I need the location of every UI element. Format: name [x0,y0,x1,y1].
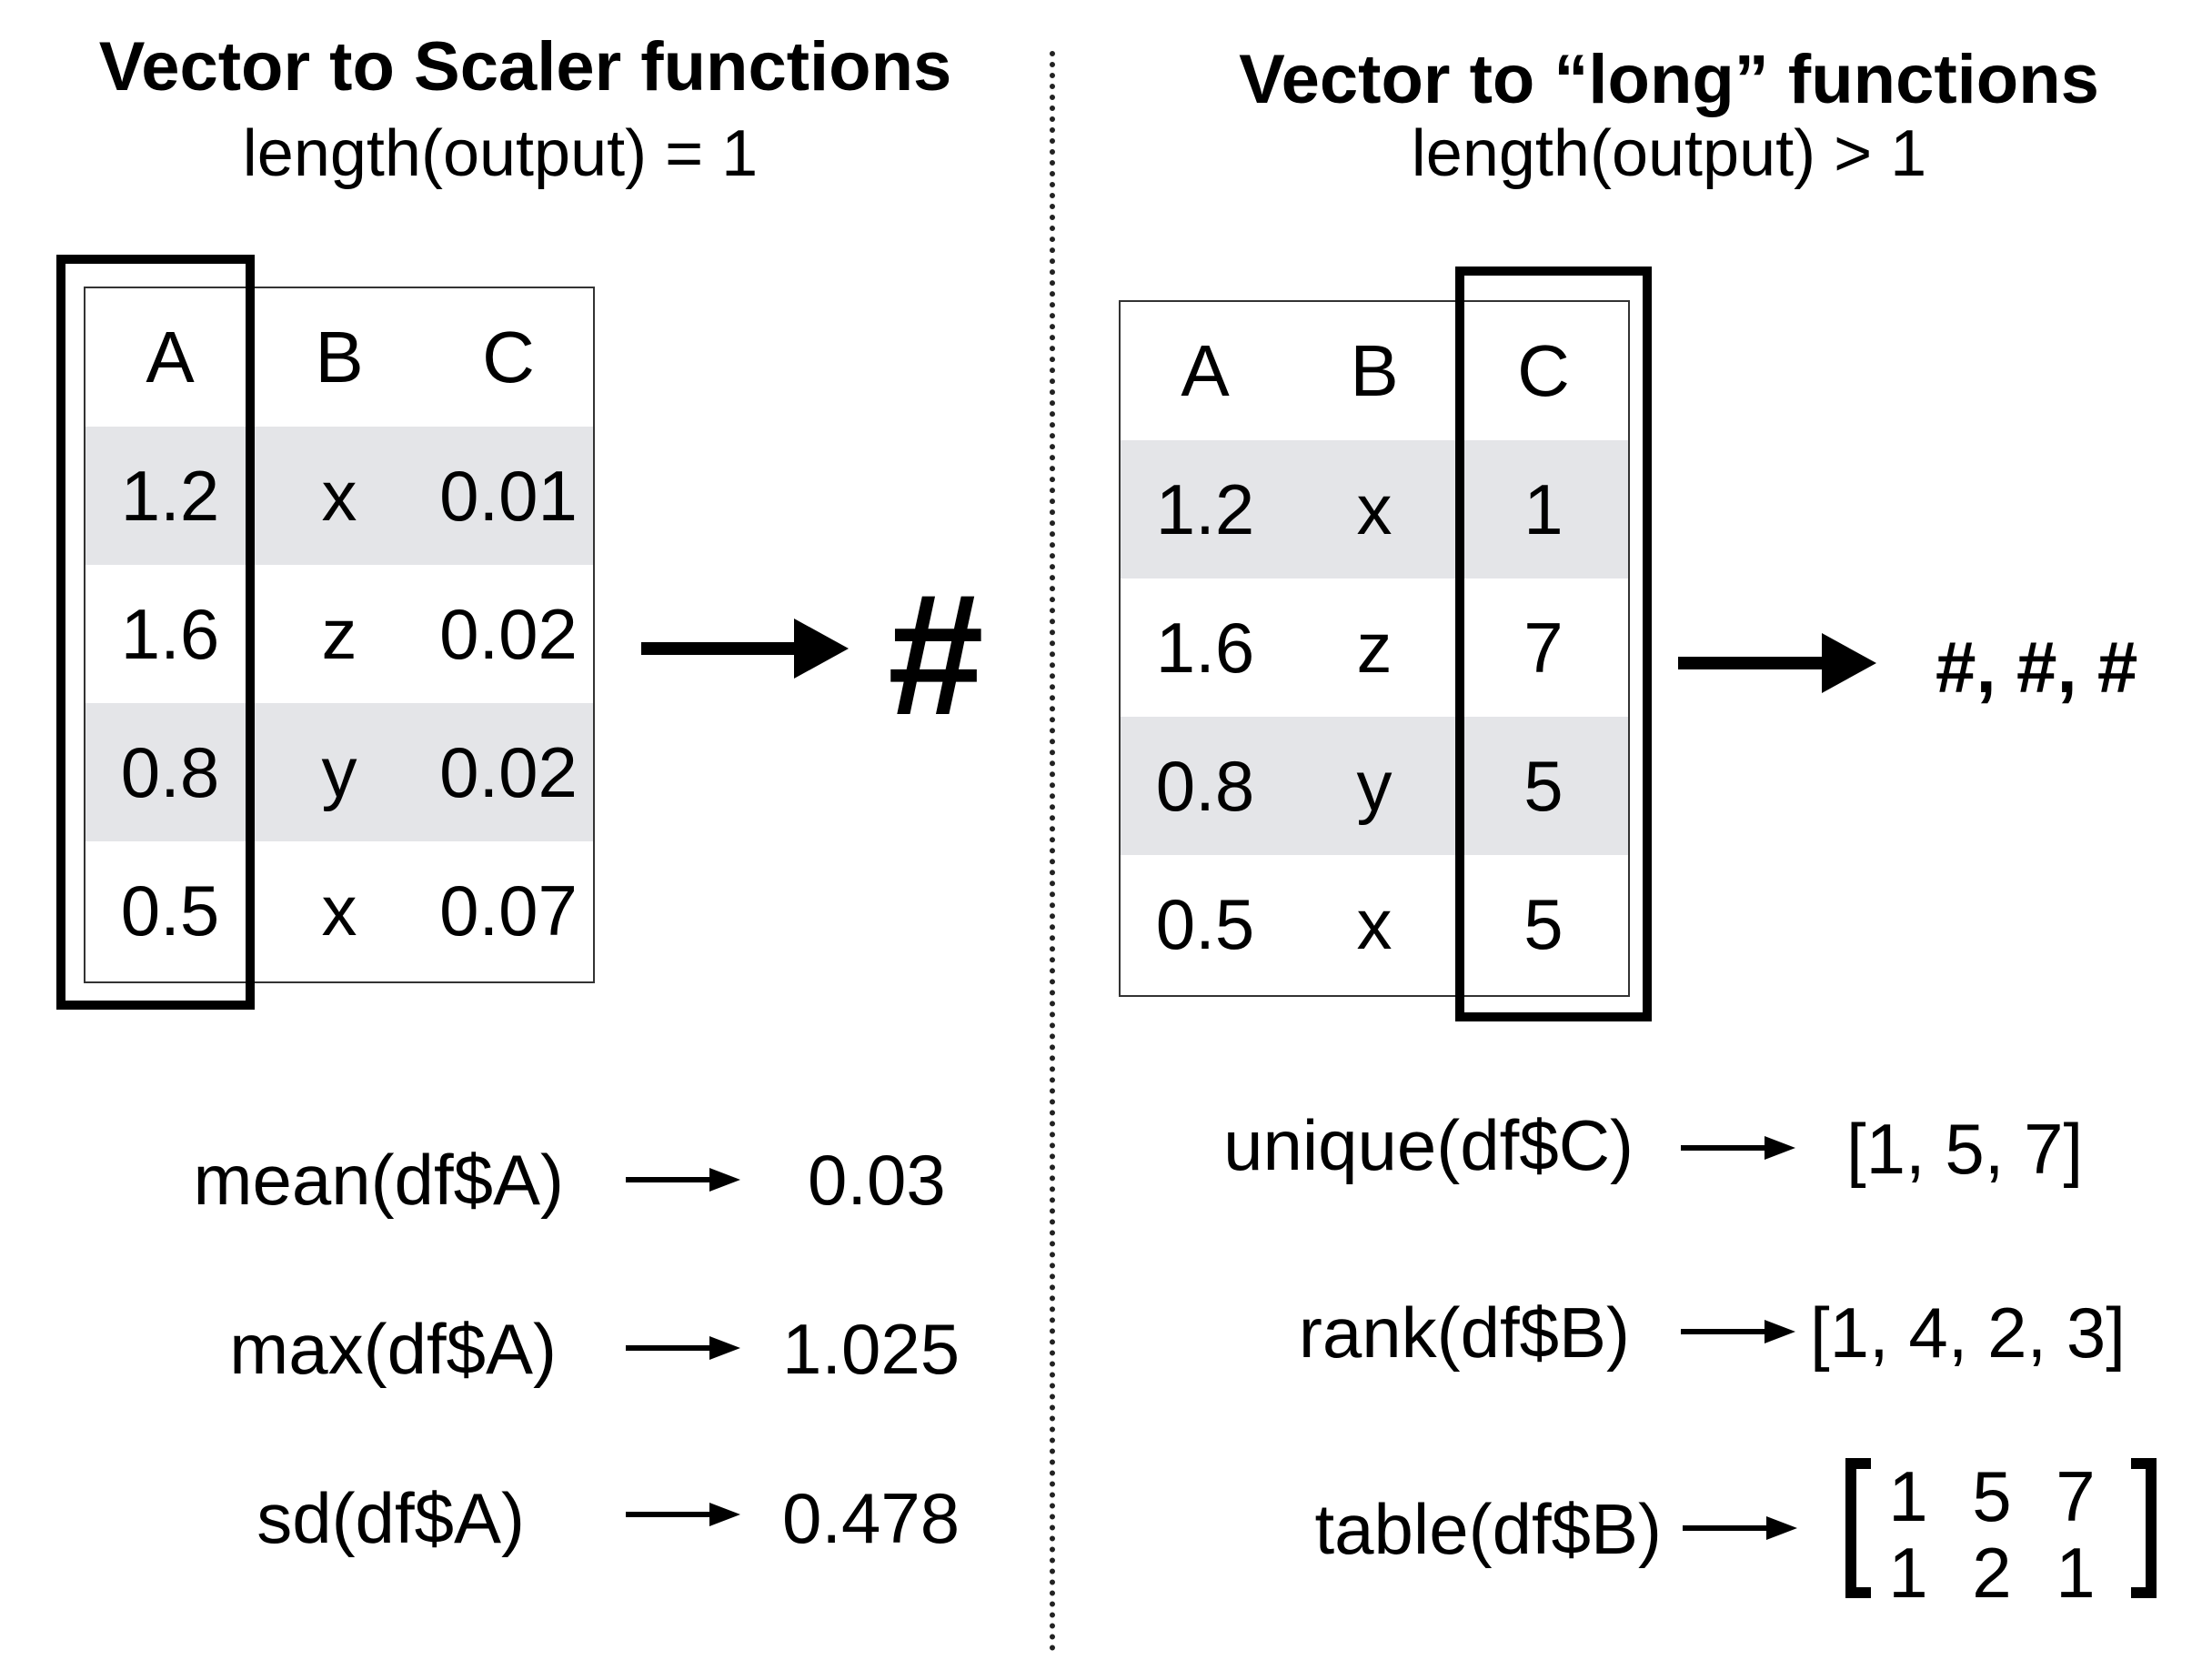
result-sd: 0.478 [782,1478,960,1558]
left-data-table: A B C 1.2 x 0.01 1.6 z 0.02 0.8 y 0.02 0… [84,287,595,983]
table-cell: 0.02 [439,594,578,674]
table-cell: x [1356,469,1393,549]
table-cell: 1.2 [1155,469,1255,549]
column-header-a: A [146,317,195,397]
function-call-sd: sd(df$A) [256,1478,525,1558]
table-cell: 0.5 [1155,884,1255,964]
left-subtitle: length(output) = 1 [242,117,759,190]
function-call-rank: rank(df$B) [1298,1293,1630,1373]
left-output-symbol: # [888,558,984,751]
right-arrow-icon [1678,633,1876,693]
matrix-cell: 2 [1972,1533,2012,1613]
table-row: 0.8 y 0.02 [85,703,593,841]
panel-divider [1050,51,1055,1652]
matrix-cell: 1 [1888,1456,1928,1536]
matrix-cell: 1 [1888,1533,1928,1613]
function-call-table: table(df$B) [1314,1489,1662,1569]
column-header-c: C [1517,330,1570,411]
right-bracket-icon [2131,1458,2157,1598]
matrix-cell: 7 [2056,1456,2096,1536]
arrow-icon [1681,1320,1795,1343]
arrow-icon [1683,1516,1797,1540]
table-row: 1.6 z 7 [1121,578,1628,717]
table-row: 1.6 z 0.02 [85,565,593,703]
matrix-cell: 1 [2056,1533,2096,1613]
arrow-icon [626,1168,740,1192]
table-cell: x [1356,884,1393,964]
result-max: 1.025 [782,1309,960,1389]
function-call-unique: unique(df$C) [1223,1105,1634,1185]
table-row: 1.2 x 1 [1121,440,1628,578]
right-subtitle: length(output) > 1 [1411,117,1927,190]
function-call-mean: mean(df$A) [193,1140,564,1220]
right-title: Vector to “long” functions [1239,41,2099,118]
left-bracket-icon [1845,1458,1871,1598]
left-arrow-icon [641,619,849,679]
column-a-highlight [56,255,255,1010]
matrix-cell: 5 [1972,1456,2012,1536]
table-header-row: A B C [85,288,593,427]
table-cell: 0.02 [439,732,578,812]
table-cell: 1 [1523,469,1563,549]
result-mean: 0.03 [808,1140,946,1220]
table-cell: z [321,594,357,674]
table-cell: 1.2 [120,456,220,536]
table-row: 1.2 x 0.01 [85,427,593,565]
arrow-icon [626,1336,740,1360]
column-header-c: C [482,317,535,397]
table-cell: y [1356,746,1393,826]
right-data-table: A B C 1.2 x 1 1.6 z 7 0.8 y 5 0.5 x 5 [1119,300,1630,997]
table-cell: 5 [1523,746,1563,826]
result-unique: [1, 5, 7] [1846,1109,2084,1189]
table-cell: 0.5 [120,870,220,951]
table-cell: 0.01 [439,456,578,536]
table-row: 0.8 y 5 [1121,717,1628,855]
table-cell: 1.6 [1155,608,1255,688]
arrow-icon [626,1503,740,1526]
table-header-row: A B C [1121,302,1628,440]
table-cell: 0.8 [120,732,220,812]
function-call-max: max(df$A) [229,1309,557,1389]
table-cell: 5 [1523,884,1563,964]
table-row: 0.5 x 5 [1121,855,1628,993]
result-rank: [1, 4, 2, 3] [1810,1293,2126,1373]
column-c-highlight [1455,267,1652,1021]
table-cell: x [321,456,357,536]
table-cell: y [321,732,357,812]
table-cell: x [321,870,357,951]
table-cell: z [1356,608,1393,688]
column-header-a: A [1181,330,1230,411]
table-row: 0.5 x 0.07 [85,841,593,980]
arrow-icon [1681,1136,1795,1160]
column-header-b: B [315,317,364,397]
column-header-b: B [1350,330,1399,411]
table-cell: 7 [1523,608,1563,688]
table-cell: 1.6 [120,594,220,674]
table-cell: 0.8 [1155,746,1255,826]
right-output-symbols: #, #, # [1936,627,2138,708]
left-title: Vector to Scaler functions [98,28,952,106]
table-cell: 0.07 [439,870,578,951]
